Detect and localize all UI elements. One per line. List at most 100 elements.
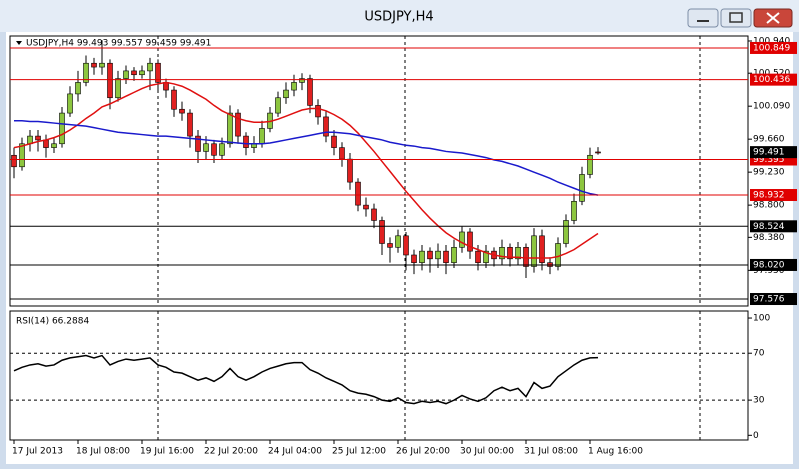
candle-body (43, 139, 49, 148)
candle-body (403, 235, 409, 256)
price-level-label: 100.849 (753, 43, 790, 53)
maximize-icon (729, 12, 743, 23)
price-level-box (750, 258, 797, 271)
candle-body (539, 235, 545, 263)
y-tick-label: 30 (753, 396, 765, 406)
candle-body (483, 250, 489, 263)
candle-body (435, 250, 441, 260)
candle-body (147, 62, 153, 72)
y-tick-label: 98.800 (753, 201, 785, 211)
price-level-box (750, 293, 797, 306)
candle-body (123, 70, 129, 79)
price-level-box (750, 189, 797, 202)
y-tick-label: 100.940 (753, 36, 790, 46)
y-tick-label: 99.230 (753, 168, 785, 178)
price-level-label: 98.020 (753, 260, 785, 270)
price-level-label: 98.524 (753, 222, 785, 232)
candle-body (35, 135, 41, 141)
rsi-panel-border (9, 310, 749, 441)
candle-body (99, 62, 105, 68)
x-tick-label: 22 Jul 20:00 (204, 447, 258, 457)
current-price-label: 99.491 (753, 148, 785, 158)
candle-body (83, 62, 89, 83)
candle-body (563, 220, 569, 244)
candle-body (75, 82, 81, 95)
candle-body (299, 78, 305, 83)
title-bar (0, 0, 799, 32)
candle-body (523, 247, 529, 267)
candle-body (363, 204, 369, 210)
candle-body (459, 231, 465, 248)
minimize-button[interactable] (687, 8, 719, 28)
candle-body (427, 250, 433, 260)
rsi-header: RSI(14) 66.2884 (16, 317, 89, 327)
candle-body (579, 174, 585, 202)
x-tick-label: 1 Aug 16:00 (588, 447, 643, 457)
candle-body (339, 147, 345, 160)
maximize-button[interactable] (720, 8, 752, 28)
price-level-label: 100.436 (753, 75, 790, 85)
current-price-box (750, 146, 797, 159)
candle-body (531, 235, 537, 267)
y-tick-label: 100 (753, 314, 770, 324)
candle-body (451, 247, 457, 263)
candle-body (419, 250, 425, 263)
price-level-label: 99.395 (753, 155, 785, 165)
y-tick-label: 98.380 (753, 233, 785, 243)
candle-body (467, 231, 473, 252)
candle-body (411, 254, 417, 263)
candle-body (275, 97, 281, 114)
candle-body (387, 243, 393, 248)
candle-body (291, 82, 297, 91)
candle-body (67, 93, 73, 114)
candle-body (499, 247, 505, 260)
candle-body (595, 151, 601, 154)
candle-body (283, 89, 289, 99)
y-tick-label: 70 (753, 349, 765, 359)
candle-body (587, 154, 593, 175)
candle-body (139, 70, 145, 76)
x-tick-label: 26 Jul 20:00 (396, 447, 450, 457)
chart-header: USDJPY,H4 99.493 99.557 99.459 99.491 (26, 39, 211, 49)
symbol-menu-arrow[interactable] (16, 41, 22, 45)
candle-body (347, 158, 353, 183)
candle-body (259, 128, 265, 145)
candle-body (323, 116, 329, 137)
candle-body (107, 62, 113, 99)
candle-body (59, 112, 65, 145)
x-tick-label: 31 Jul 08:00 (524, 447, 578, 457)
candle-body (443, 250, 449, 263)
chart-canvas (6, 32, 793, 464)
indicator-line (13, 354, 599, 405)
candle-body (507, 247, 513, 260)
x-tick-label: 18 Jul 08:00 (76, 447, 130, 457)
candle-body (371, 208, 377, 221)
price-level-box (750, 73, 797, 86)
y-tick-label: 100.090 (753, 102, 790, 112)
x-tick-label: 24 Jul 04:00 (268, 447, 322, 457)
main-panel-border (9, 35, 749, 307)
candle-body (515, 247, 521, 260)
candle-body (227, 112, 233, 145)
candle-body (219, 143, 225, 156)
candle-body (179, 108, 185, 114)
x-tick-label: 25 Jul 12:00 (332, 447, 386, 457)
candle-body (243, 135, 249, 148)
window-title: USDJPY,H4 (364, 10, 433, 25)
candle-body (19, 143, 25, 168)
candle-body (91, 62, 97, 68)
candle-body (203, 143, 209, 152)
candle-body (155, 62, 161, 83)
close-icon (766, 12, 780, 24)
candle-body (395, 235, 401, 248)
candle-body (187, 112, 193, 137)
candle-body (211, 143, 217, 156)
indicator-line (13, 81, 599, 259)
candle-body (51, 143, 57, 148)
candle-body (235, 112, 241, 137)
price-level-box (750, 220, 797, 233)
candle-body (571, 200, 577, 221)
candle-body (171, 89, 177, 110)
candle-body (115, 78, 121, 99)
